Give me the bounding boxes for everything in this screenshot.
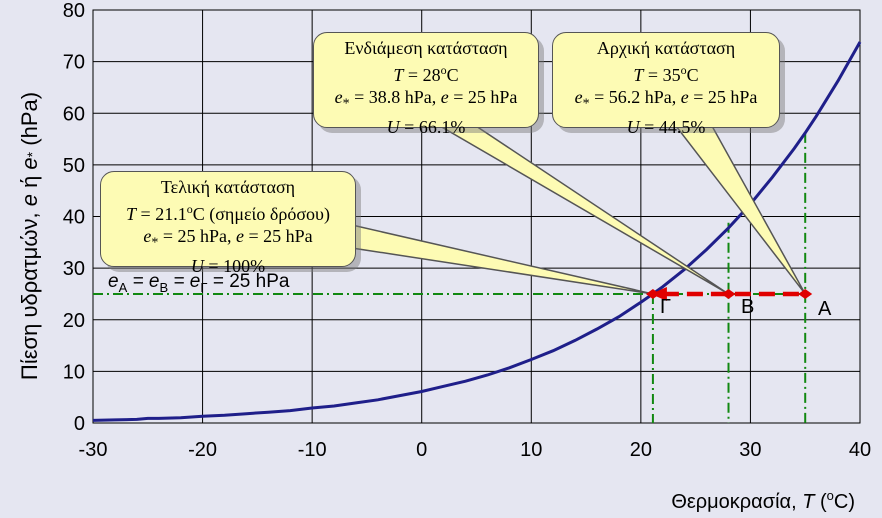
y-tick-40: 40 — [63, 207, 85, 229]
y-tick-10: 10 — [63, 361, 85, 383]
states-line-group — [645, 286, 813, 301]
callout-initial-title: Αρχική κατάσταση — [596, 38, 736, 58]
y-tick-70: 70 — [63, 52, 85, 74]
guide-lines — [93, 132, 807, 423]
y-tick-0: 0 — [74, 413, 85, 435]
y-tick-20: 20 — [63, 310, 85, 332]
callout-final: Τελική κατάσταση T = 21.1oC (σημείο δρόσ… — [100, 171, 356, 276]
y-tick-50: 50 — [63, 155, 85, 177]
equal-pressure-label: eA = eB = eΓ = 25 hPa — [108, 271, 290, 295]
y-tick-80: 80 — [63, 0, 85, 22]
x-tick-30: 30 — [739, 439, 761, 461]
x-tick--20: -20 — [188, 439, 217, 461]
tick-labels: 0 10 20 30 40 50 60 70 80 -30 -20 -10 0 10 20 30 40 — [63, 0, 871, 461]
callout-leaders — [328, 125, 806, 295]
x-tick--10: -10 — [298, 439, 327, 461]
callout-final-title: Τελική κατάσταση — [160, 177, 296, 197]
x-tick-10: 10 — [520, 439, 542, 461]
callout-intermediate-title: Ενδιάμεση κατάσταση — [344, 38, 508, 58]
callout-initial: Αρχική κατάσταση T = 35oC e* = 56.2 hPa,… — [552, 32, 780, 137]
x-axis-label: Θερμοκρασία, T (oC) — [671, 488, 855, 513]
state-marker-b — [721, 288, 736, 299]
plot-frame — [92, 9, 861, 424]
point-label-gamma: Γ — [660, 296, 672, 318]
leader-initial — [674, 125, 806, 295]
point-label-b: B — [741, 296, 755, 318]
x-tick--30: -30 — [79, 439, 108, 461]
leader-final — [328, 218, 654, 295]
x-tick-40: 40 — [849, 439, 871, 461]
state-marker-a — [798, 288, 813, 299]
grid-lines — [92, 9, 861, 424]
x-tick-20: 20 — [630, 439, 652, 461]
y-tick-30: 30 — [63, 258, 85, 280]
callout-intermediate: Ενδιάμεση κατάσταση T = 28oC e* = 38.8 h… — [313, 32, 539, 137]
x-tick-0: 0 — [416, 439, 427, 461]
states-arrowhead — [650, 286, 667, 301]
point-label-a: A — [818, 298, 832, 320]
y-tick-60: 60 — [63, 103, 85, 125]
y-axis-label: Πίεση υδρατμών, e ή e* (hPa) — [17, 92, 42, 380]
